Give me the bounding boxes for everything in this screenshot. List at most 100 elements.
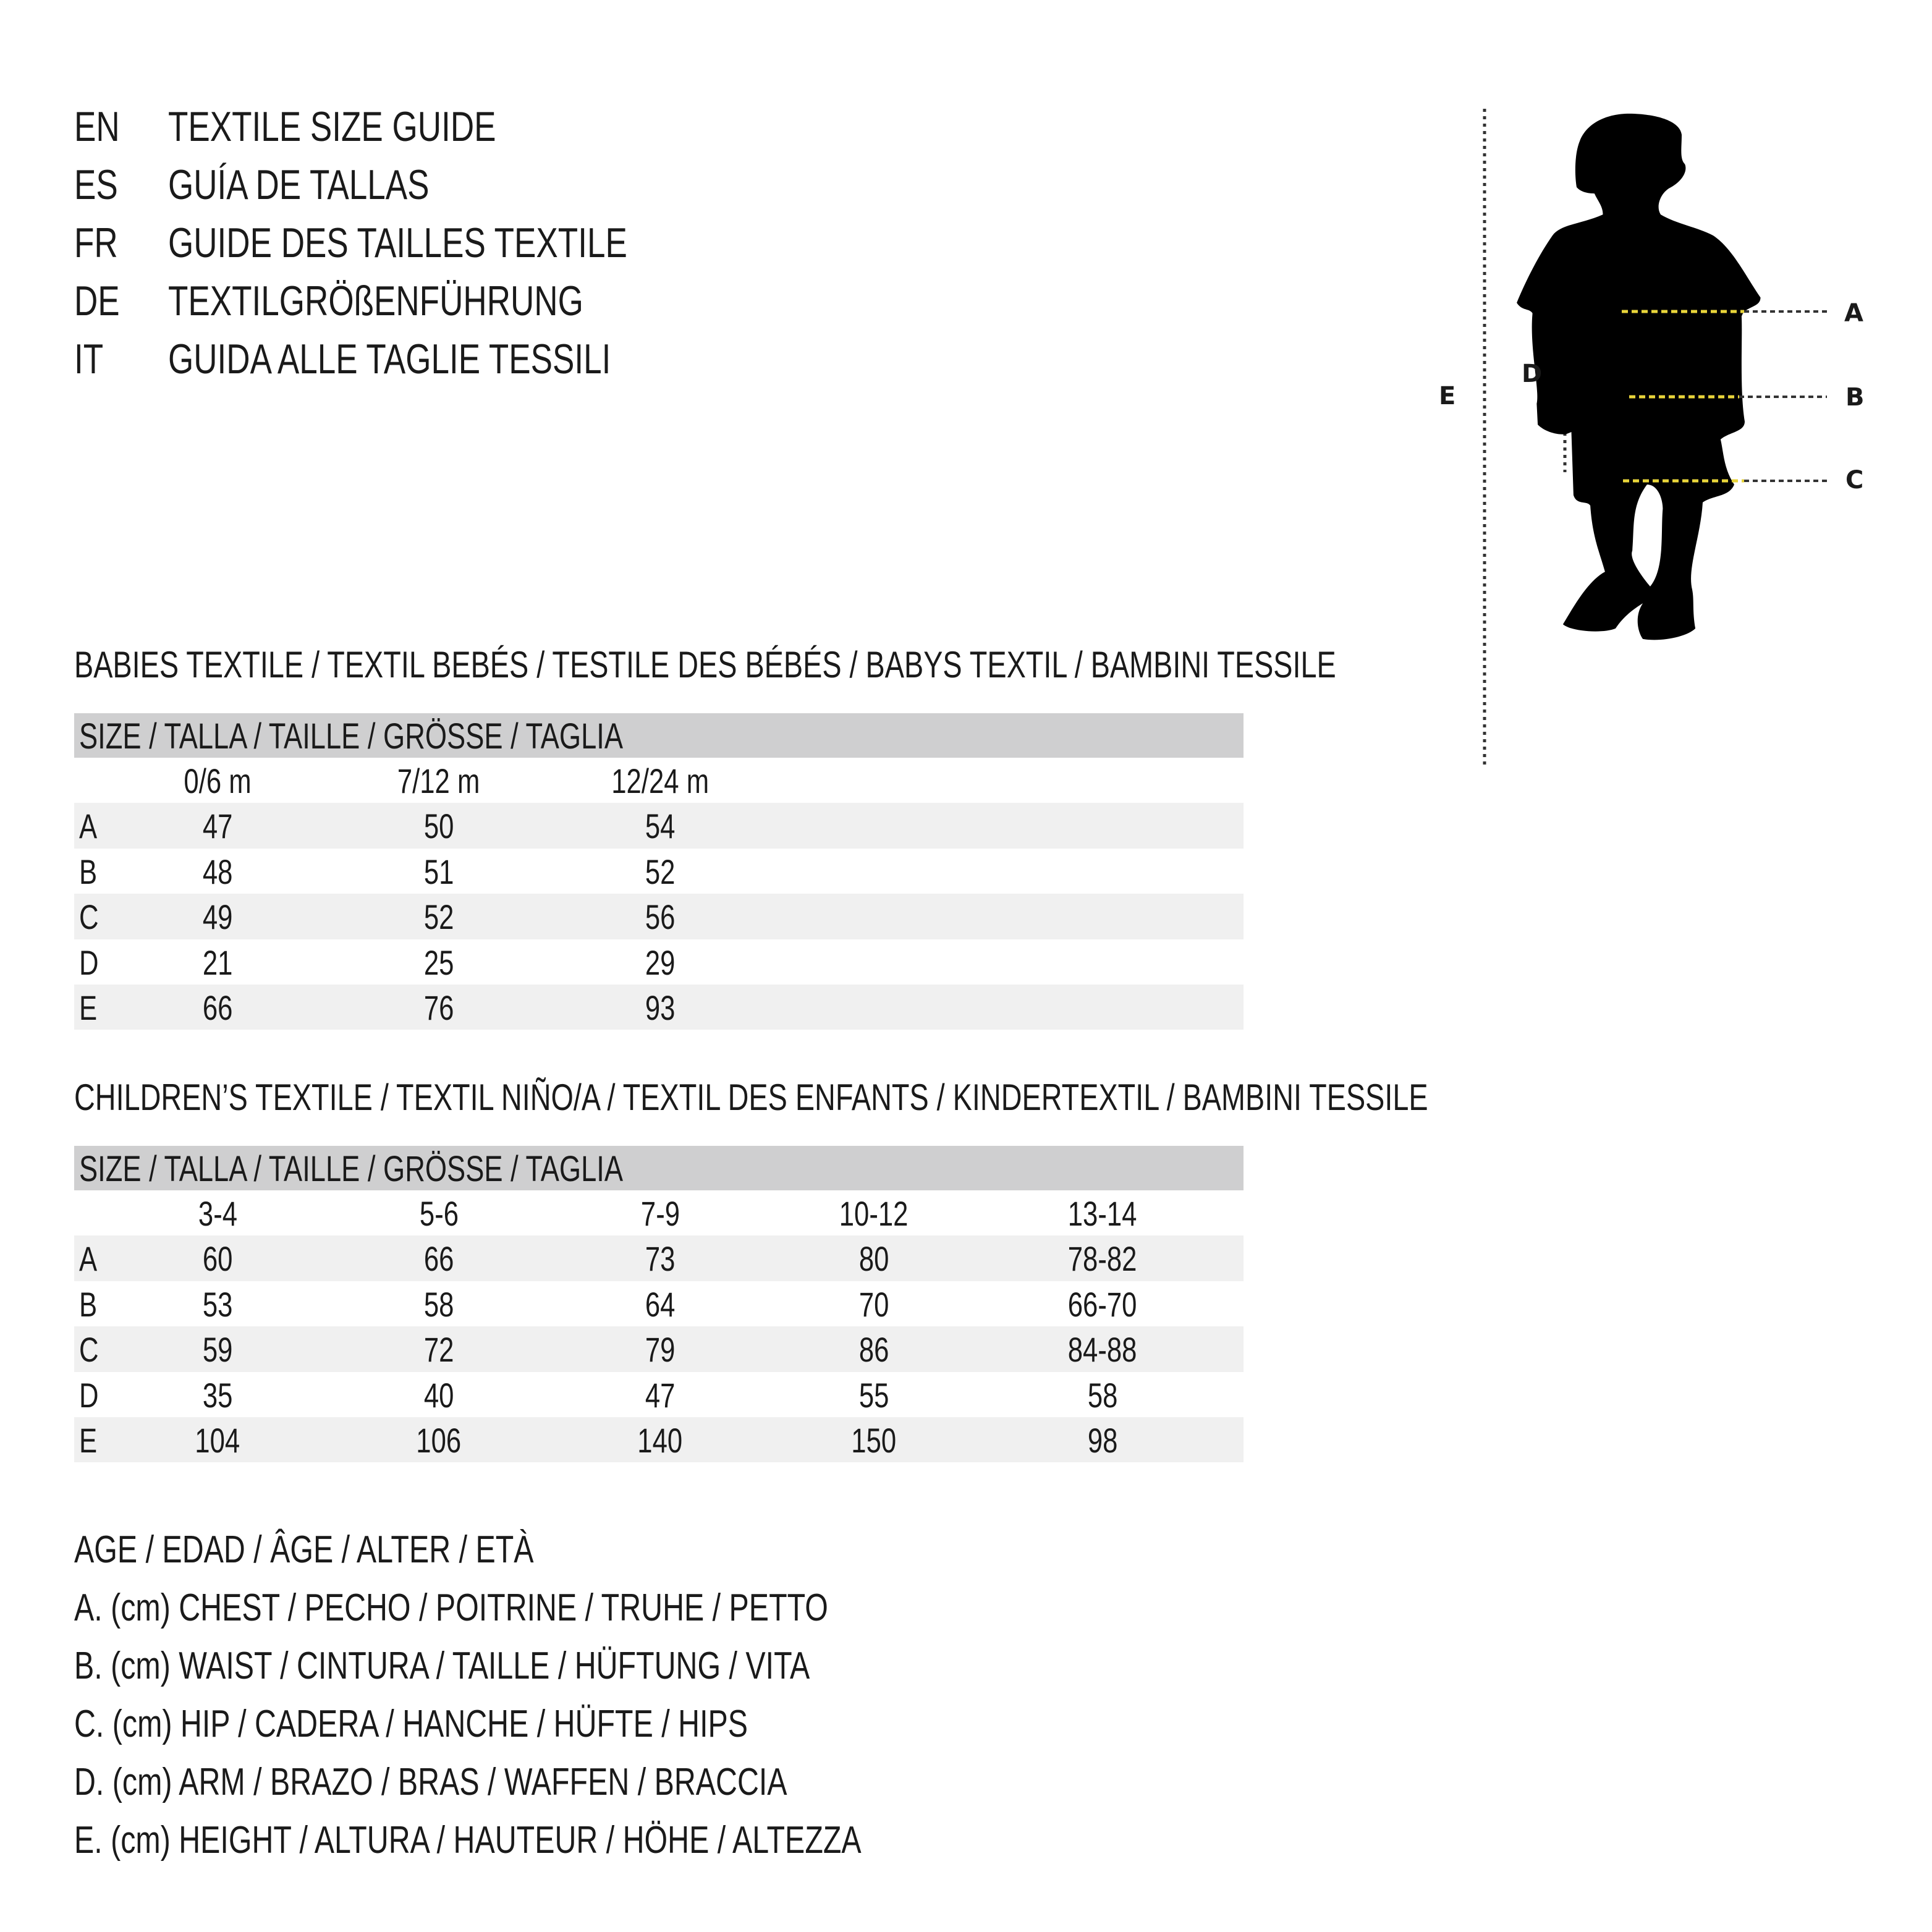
table-cell: 60: [125, 1235, 310, 1282]
table-cell-value: 47: [645, 1375, 676, 1415]
table-cell: 58: [1010, 1372, 1195, 1419]
column-header: 10-12: [781, 1190, 967, 1237]
table-cell: 79: [567, 1326, 753, 1373]
row-label-text: D: [79, 943, 99, 982]
table-cell: 58: [346, 1281, 532, 1328]
table-cell-value: 60: [202, 1239, 233, 1279]
row-label-text: C: [79, 897, 99, 937]
legend-height: E. (cm) HEIGHT / ALTURA / HAUTEUR / HÖHE…: [74, 1816, 1083, 1865]
table-row: A 47 50 54: [74, 803, 1244, 850]
row-label-text: A: [79, 1239, 98, 1279]
table-cell-value: 72: [423, 1330, 454, 1370]
table-cell-value: 58: [1087, 1375, 1118, 1415]
legend-text: A. (cm) CHEST / PECHO / POITRINE / TRUHE…: [74, 1587, 828, 1629]
children-size-table: SIZE / TALLA / TAILLE / GRÖSSE / TAGLIA 3…: [74, 1146, 1244, 1464]
table-cell: 35: [125, 1372, 310, 1419]
title-text: TEXTILGRÖßENFÜHRUNG: [168, 278, 583, 324]
measure-lines: [1622, 310, 1827, 483]
table-cell: 59: [125, 1326, 310, 1373]
title-text: GUIDE DES TAILLES TEXTILE: [168, 219, 627, 266]
table-cell: 98: [1010, 1417, 1195, 1464]
table-cell-value: 78-82: [1068, 1239, 1137, 1279]
column-header: 13-14: [1010, 1190, 1195, 1237]
table-cell: 76: [346, 985, 532, 1032]
table-cell: 66-70: [1010, 1281, 1195, 1328]
table-cell-value: 98: [1087, 1420, 1118, 1460]
table-cell-value: 79: [645, 1330, 676, 1370]
legend-text: C. (cm) HIP / CADERA / HANCHE / HÜFTE / …: [74, 1703, 748, 1745]
table-cell-value: 66: [202, 988, 233, 1027]
table-cell: 52: [567, 849, 753, 896]
babies-heading-text: BABIES TEXTILE / TEXTIL BEBÉS / TESTILE …: [74, 644, 1336, 685]
table-cell: 140: [567, 1417, 753, 1464]
table-cell-value: 76: [423, 988, 454, 1027]
table-cell: 66: [346, 1235, 532, 1282]
column-header-text: 7/12 m: [397, 761, 480, 800]
table-cell-value: 48: [202, 852, 233, 891]
column-header-row: 3-4 5-6 7-9 10-12 13-14: [74, 1190, 1244, 1235]
column-header: 7/12 m: [346, 758, 532, 805]
label-d: D: [1522, 360, 1542, 388]
column-header-text: 5-6: [419, 1194, 459, 1233]
row-label-text: D: [79, 1375, 99, 1415]
table-cell-value: 73: [645, 1239, 676, 1279]
table-row: B 48 51 52: [74, 849, 1244, 894]
row-label: B: [79, 849, 102, 896]
table-cell-value: 59: [202, 1330, 233, 1370]
row-label-text: E: [79, 1420, 98, 1460]
table-cell: 29: [567, 939, 753, 986]
table-cell: 150: [781, 1417, 967, 1464]
table-row: B 53 58 64 70 66-70: [74, 1281, 1244, 1326]
table-cell-value: 25: [423, 943, 454, 982]
column-header: 7-9: [567, 1190, 753, 1237]
row-label: C: [79, 1326, 104, 1373]
lang-code: ES: [74, 161, 118, 208]
table-cell: 47: [567, 1372, 753, 1419]
column-header-text: 10-12: [839, 1194, 909, 1233]
children-heading-text: CHILDREN’S TEXTILE / TEXTIL NIÑO/A / TEX…: [74, 1077, 1428, 1118]
table-cell-value: 104: [195, 1420, 240, 1460]
table-row: D 21 25 29: [74, 939, 1244, 985]
table-cell-value: 70: [858, 1284, 889, 1324]
table-cell-value: 47: [202, 807, 233, 846]
table-row: E 66 76 93: [74, 984, 1244, 1032]
legend-text: AGE / EDAD / ÂGE / ALTER / ETÀ: [74, 1528, 534, 1571]
label-c: C: [1845, 466, 1863, 494]
column-header: 3-4: [125, 1190, 310, 1237]
table-cell-value: 21: [202, 943, 233, 982]
label-e: E: [1439, 382, 1455, 410]
table-cell-value: 40: [423, 1375, 454, 1415]
table-cell-value: 64: [645, 1284, 676, 1324]
table-row: A 60 66 73 80 78-82: [74, 1235, 1244, 1281]
size-header-bar: SIZE / TALLA / TAILLE / GRÖSSE / TAGLIA: [74, 1146, 1244, 1190]
table-cell: 70: [781, 1281, 967, 1328]
table-cell: 73: [567, 1235, 753, 1282]
title-text: GUÍA DE TALLAS: [168, 161, 430, 208]
table-cell-value: 66-70: [1068, 1284, 1137, 1324]
table-cell-value: 51: [423, 852, 454, 891]
column-header-text: 0/6 m: [184, 761, 252, 800]
legend-chest: A. (cm) CHEST / PECHO / POITRINE / TRUHE…: [74, 1583, 1041, 1633]
table-cell: 47: [125, 803, 310, 850]
size-header-text: SIZE / TALLA / TAILLE / GRÖSSE / TAGLIA: [79, 716, 624, 756]
table-cell-value: 49: [202, 897, 233, 937]
table-cell: 52: [346, 894, 532, 941]
lang-code: IT: [74, 336, 104, 383]
size-header-bar: SIZE / TALLA / TAILLE / GRÖSSE / TAGLIA: [74, 713, 1244, 758]
column-header: 12/24 m: [567, 758, 753, 805]
size-header-text: SIZE / TALLA / TAILLE / GRÖSSE / TAGLIA: [79, 1149, 624, 1189]
table-row: D 35 40 47 55 58: [74, 1372, 1244, 1417]
table-cell-value: 58: [423, 1284, 454, 1324]
table-cell-value: 55: [858, 1375, 889, 1415]
row-label: B: [79, 1281, 102, 1328]
table-cell: 64: [567, 1281, 753, 1328]
table-cell-value: 66: [423, 1239, 454, 1279]
table-cell: 93: [567, 985, 753, 1032]
table-cell-value: 35: [202, 1375, 233, 1415]
table-cell-value: 29: [645, 943, 676, 982]
legend-text: D. (cm) ARM / BRAZO / BRAS / WAFFEN / BR…: [74, 1761, 787, 1803]
table-cell: 55: [781, 1372, 967, 1419]
column-header-text: 13-14: [1068, 1194, 1137, 1233]
table-cell: 56: [567, 894, 753, 941]
column-header-text: 7-9: [640, 1194, 680, 1233]
